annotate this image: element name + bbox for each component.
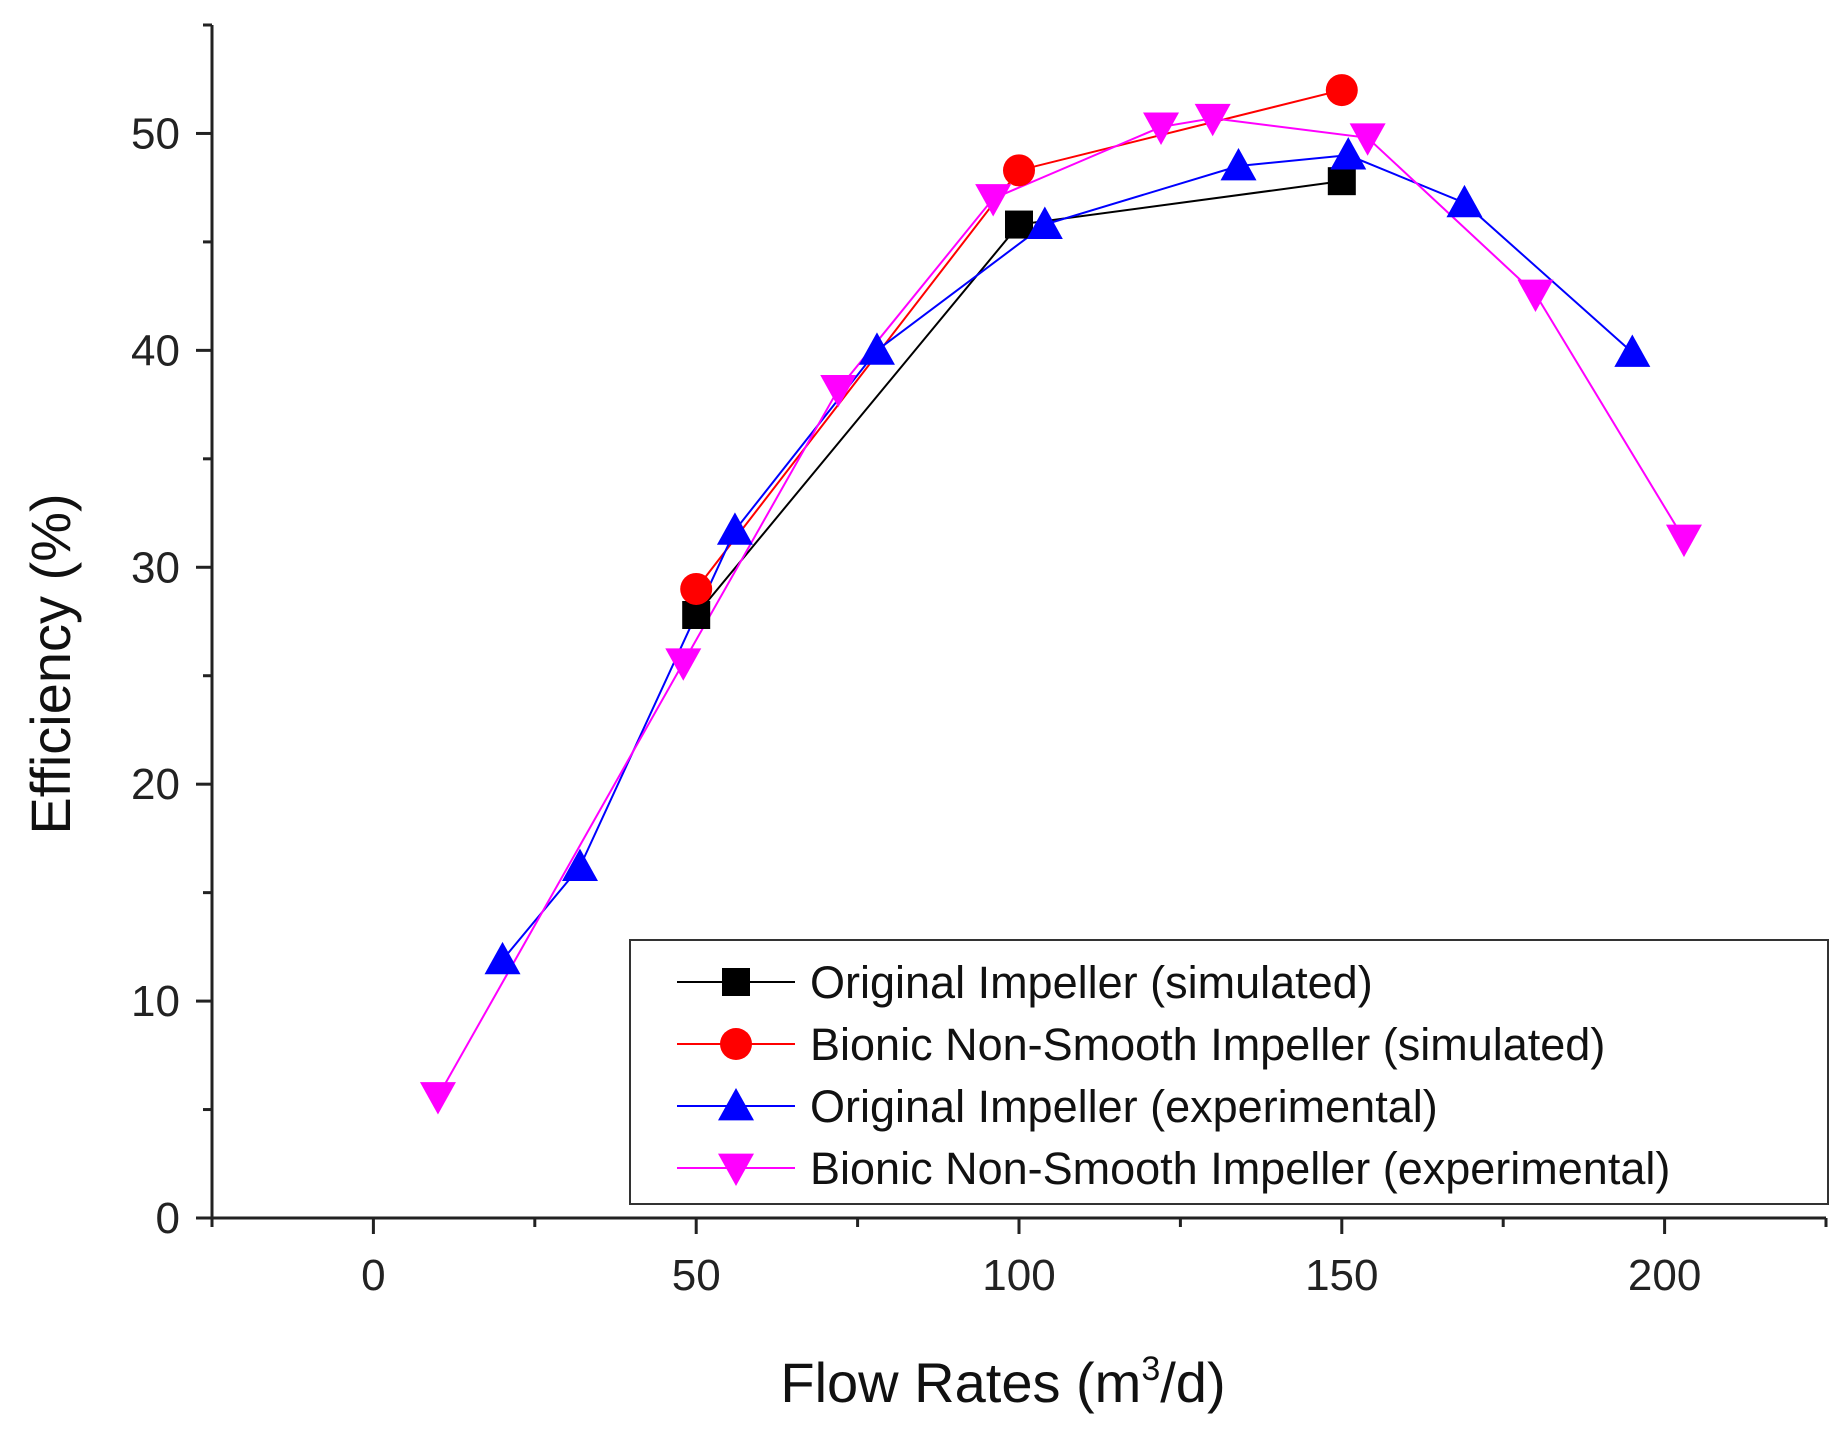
data-point-original-experimental [716,512,753,545]
x-axis-title-superscript: 3 [1141,1350,1160,1388]
data-point-bionic-simulated [680,572,713,605]
legend-label: Bionic Non-Smooth Impeller (experimental… [810,1143,1670,1194]
series-line-original-simulated [695,180,1342,616]
data-point-original-experimental [561,848,598,882]
x-tick-label: 200 [1628,1251,1701,1300]
y-tick-label: 40 [131,326,180,375]
x-axis-title-suffix: /d) [1160,1351,1225,1414]
data-point-bionic-experimental [665,648,702,681]
data-point-bionic-experimental [1143,112,1180,145]
series-line-original-experimental [501,154,1633,961]
axes-group: 0 50 100 150 200 0 10 20 30 40 50 [131,23,1828,1300]
legend: Original Impeller (simulated) Bionic Non-… [629,939,1829,1205]
x-tick-label: 100 [982,1251,1055,1300]
legend-box [629,939,1829,1205]
y-tick-label: 30 [131,543,180,592]
legend-label: Original Impeller (experimental) [810,1081,1438,1132]
legend-marker [718,1153,754,1186]
data-point-original-experimental [484,941,521,975]
series-markers-group [419,74,1702,1115]
legend-marker [720,1028,752,1060]
data-point-bionic-simulated [1325,74,1358,107]
legend-label: Original Impeller (simulated) [810,957,1373,1008]
data-point-original-experimental [858,332,895,365]
data-point-original-simulated [682,600,711,629]
data-point-bionic-experimental [419,1082,456,1115]
x-tick-label: 50 [672,1251,721,1300]
legend-label: Bionic Non-Smooth Impeller (simulated) [810,1019,1605,1070]
data-point-original-simulated [1005,210,1033,239]
x-axis-title-prefix: Flow Rates (m [780,1351,1141,1414]
x-tick-label: 150 [1305,1251,1378,1300]
data-point-bionic-experimental [1349,123,1386,156]
data-point-bionic-experimental [1194,103,1231,137]
y-tick-label: 50 [131,109,180,158]
y-tick-label: 0 [156,1194,180,1243]
legend-marker [718,1088,754,1121]
legend-entries: Original Impeller (simulated) Bionic Non-… [677,957,1670,1194]
y-axis-title: Efficiency (%) [19,493,82,834]
data-point-original-experimental [1614,334,1651,367]
legend-marker [722,968,750,996]
data-point-bionic-experimental [1517,279,1554,312]
y-tick-label: 10 [131,977,180,1026]
data-point-original-experimental [1026,206,1063,239]
data-point-original-simulated [1327,167,1356,196]
x-tick-label: 0 [361,1251,385,1300]
data-point-bionic-simulated [1003,154,1035,187]
data-point-bionic-experimental [1665,524,1702,558]
data-point-original-experimental [1446,184,1483,218]
data-point-bionic-experimental [975,184,1012,217]
x-axis-title: Flow Rates (m3/d) [780,1350,1225,1414]
data-point-original-experimental [1330,137,1367,170]
data-point-bionic-experimental [820,375,857,408]
y-tick-label: 20 [131,760,180,809]
data-point-original-experimental [1220,147,1257,181]
